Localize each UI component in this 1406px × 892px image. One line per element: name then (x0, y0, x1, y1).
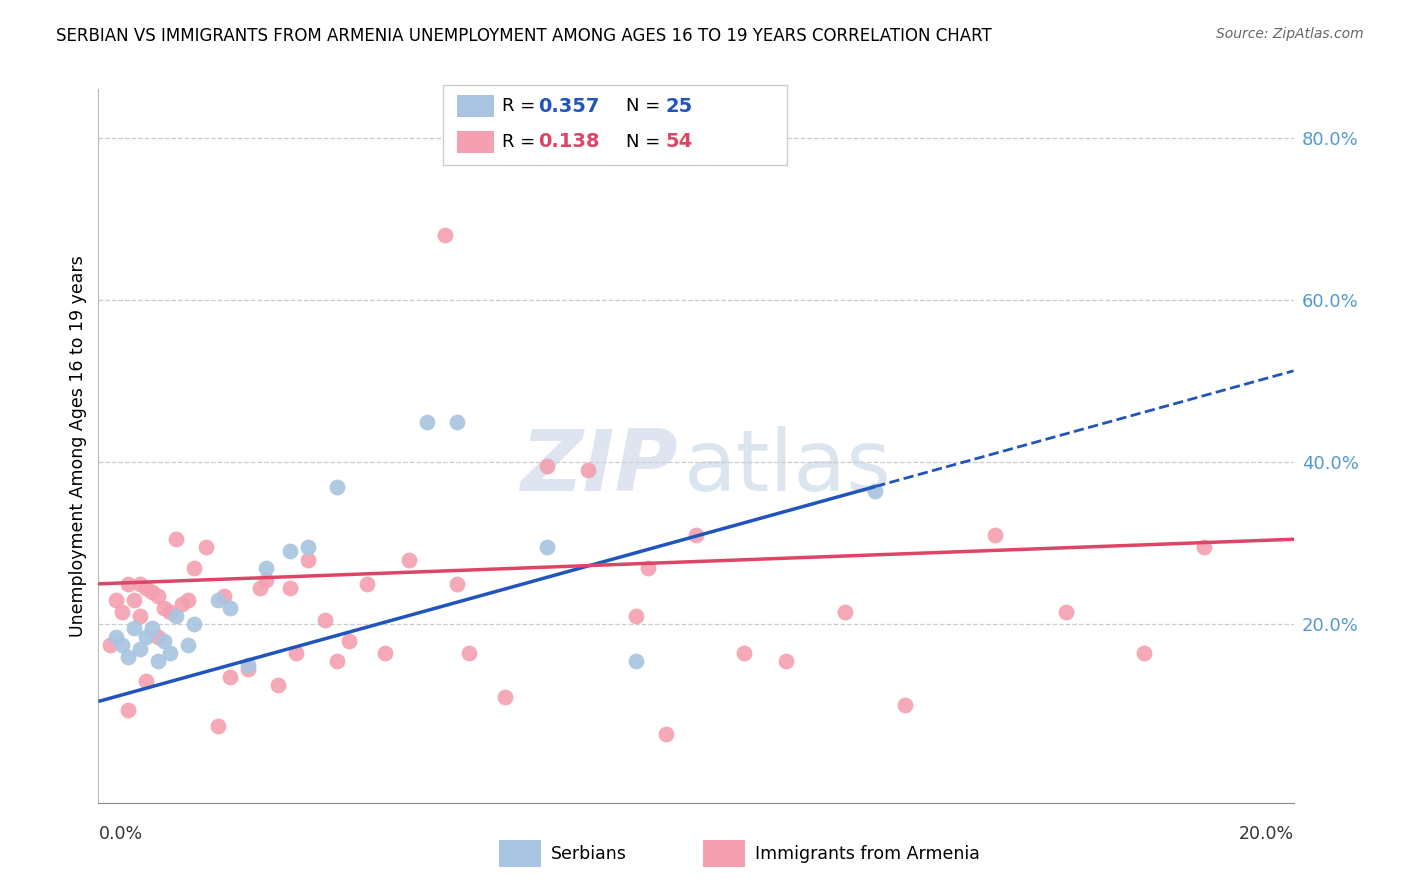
Point (626, 654, 648, 668)
Point (297, 541, 319, 555)
Point (416, 415, 439, 429)
Point (183, 617, 205, 632)
Text: 20.0%: 20.0% (1239, 825, 1294, 843)
Point (219, 601, 242, 615)
Text: Immigrants from Armenia: Immigrants from Armenia (755, 845, 980, 863)
Text: R =: R = (502, 97, 541, 115)
Point (129, 577, 152, 591)
Point (685, 528, 707, 542)
Point (446, 577, 468, 591)
Point (111, 638, 134, 652)
Point (254, 560, 277, 574)
Point (1192, 541, 1215, 555)
Point (536, 459, 558, 474)
Text: N =: N = (626, 97, 665, 115)
Point (278, 581, 301, 595)
Text: Serbians: Serbians (551, 845, 627, 863)
Point (865, 483, 887, 498)
Point (775, 654, 797, 668)
Point (297, 552, 319, 566)
Point (315, 613, 337, 627)
Text: ZIP: ZIP (520, 425, 678, 509)
Point (536, 541, 558, 555)
Point (326, 479, 349, 493)
Point (236, 657, 259, 672)
Point (117, 649, 139, 664)
Point (100, 638, 122, 652)
Text: 25: 25 (665, 96, 692, 116)
Point (894, 698, 917, 713)
Point (733, 646, 755, 660)
Point (135, 630, 157, 644)
Text: atlas: atlas (685, 425, 891, 509)
Point (111, 605, 134, 619)
Point (446, 415, 468, 429)
Point (177, 593, 200, 607)
Point (1133, 646, 1156, 660)
Point (183, 560, 205, 574)
Text: 54: 54 (665, 132, 692, 152)
Point (124, 593, 146, 607)
Point (129, 641, 152, 656)
Point (249, 581, 271, 595)
Point (129, 609, 152, 624)
Point (254, 573, 277, 587)
Point (578, 463, 600, 477)
Y-axis label: Unemployment Among Ages 16 to 19 years: Unemployment Among Ages 16 to 19 years (69, 255, 87, 637)
Point (159, 605, 181, 619)
Point (212, 589, 235, 603)
Point (207, 593, 229, 607)
Point (117, 702, 139, 716)
Text: 0.0%: 0.0% (98, 825, 142, 843)
Point (105, 593, 128, 607)
Point (141, 585, 163, 599)
Point (148, 589, 170, 603)
Point (984, 528, 1007, 542)
Point (153, 601, 176, 615)
Point (165, 533, 187, 547)
Text: SERBIAN VS IMMIGRANTS FROM ARMENIA UNEMPLOYMENT AMONG AGES 16 TO 19 YEARS CORREL: SERBIAN VS IMMIGRANTS FROM ARMENIA UNEMP… (56, 27, 993, 45)
Text: N =: N = (626, 133, 665, 151)
Point (356, 577, 378, 591)
Text: R =: R = (502, 133, 541, 151)
Point (326, 654, 349, 668)
Point (207, 719, 229, 733)
Point (339, 633, 360, 648)
Point (1054, 605, 1078, 619)
Point (177, 638, 200, 652)
Point (165, 609, 187, 624)
Point (398, 552, 420, 566)
Point (124, 622, 146, 636)
Point (135, 581, 157, 595)
Point (834, 605, 856, 619)
Point (655, 727, 678, 741)
Point (637, 560, 659, 574)
Point (458, 646, 481, 660)
Point (195, 541, 218, 555)
Point (626, 609, 648, 624)
Point (105, 630, 128, 644)
Point (494, 690, 516, 705)
Point (284, 646, 307, 660)
Text: 0.357: 0.357 (538, 96, 600, 116)
Text: 0.138: 0.138 (538, 132, 600, 152)
Point (267, 678, 290, 692)
Point (141, 622, 163, 636)
Point (159, 646, 181, 660)
Point (236, 662, 259, 676)
Point (434, 228, 457, 243)
Text: Source: ZipAtlas.com: Source: ZipAtlas.com (1216, 27, 1364, 41)
Point (148, 654, 170, 668)
Point (278, 544, 301, 558)
Point (153, 633, 176, 648)
Point (172, 597, 194, 611)
Point (219, 670, 242, 684)
Point (117, 577, 139, 591)
Point (148, 630, 170, 644)
Point (135, 674, 157, 689)
Point (374, 646, 396, 660)
